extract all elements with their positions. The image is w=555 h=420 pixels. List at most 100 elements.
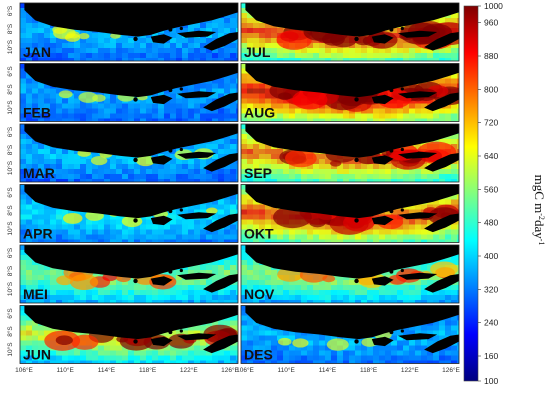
month-label: MEI — [23, 286, 48, 302]
java-land — [24, 63, 238, 98]
map-panel-sep: SEP — [240, 123, 460, 183]
small-island — [374, 145, 378, 149]
lat-tick-label: 6°S — [6, 308, 14, 319]
java-land — [24, 184, 238, 219]
month-label: MAR — [23, 165, 55, 181]
sumbawa-land — [150, 336, 173, 347]
colorbar-tick-label: 480 — [484, 218, 498, 228]
panel-frame — [240, 244, 460, 304]
small-island — [133, 157, 138, 163]
java-land — [245, 3, 459, 37]
colorbar-tick-label: 160 — [484, 351, 498, 361]
sumbawa-land — [371, 215, 394, 226]
timor-land — [424, 92, 459, 112]
small-island — [389, 27, 394, 32]
map-panel-apr: APR 6°S 8°S 10°S — [6, 184, 239, 243]
month-label: APR — [23, 226, 53, 242]
sumbawa-land — [150, 276, 173, 286]
panel-frame — [240, 123, 460, 183]
timor-land — [203, 92, 238, 112]
small-island — [179, 208, 183, 212]
small-island — [374, 85, 378, 89]
month-label: DES — [244, 347, 273, 363]
lat-tick-label: 10°S — [6, 100, 14, 115]
panel-frame — [240, 305, 460, 364]
small-island — [133, 339, 138, 344]
map-field — [20, 124, 238, 182]
sumbawa-land — [150, 94, 173, 105]
panel-frame — [19, 123, 239, 183]
small-island — [153, 266, 157, 270]
map-panel-nov: NOV — [240, 244, 460, 304]
sumbawa-land — [371, 336, 394, 347]
flores-land — [398, 91, 438, 99]
month-label: JAN — [23, 44, 51, 60]
lon-tick-label: 114°E — [98, 366, 116, 374]
timor-land — [203, 213, 238, 233]
lat-tick-label: 8°S — [6, 84, 14, 95]
small-island — [354, 339, 359, 344]
colorbar-tick-label: 240 — [484, 318, 498, 328]
java-land — [245, 305, 459, 340]
colorbar-tick-label: 560 — [484, 184, 498, 194]
timor-land — [424, 213, 459, 233]
lat-tick-label: 6°S — [6, 247, 14, 258]
small-island — [133, 36, 138, 42]
small-island — [153, 145, 157, 149]
month-label: JUN — [23, 347, 51, 363]
flores-land — [177, 30, 217, 38]
flores-land — [398, 333, 438, 341]
colorbar-tick-label: 1000 — [484, 1, 503, 11]
timor-land — [203, 153, 238, 172]
lat-tick-label: 6°S — [6, 126, 14, 137]
timor-land — [424, 153, 459, 172]
panel-frame — [240, 63, 460, 122]
small-island — [133, 278, 138, 284]
small-island — [179, 87, 183, 91]
map-panel-jun: JUN 6°S 8°S 10°S — [6, 305, 239, 364]
lat-tick-label: 10°S — [6, 160, 14, 175]
panel-frame — [240, 184, 460, 243]
map-panel-jul: JUL — [240, 2, 460, 62]
colorbar-tick-label: 960 — [484, 18, 498, 28]
small-island — [168, 148, 173, 153]
small-island — [374, 327, 378, 331]
lat-tick-label: 6°S — [6, 5, 14, 16]
small-island — [389, 330, 394, 335]
small-island — [133, 97, 138, 102]
timor-land — [203, 32, 238, 51]
colorbar-ticks: 1000 960 880 800 720 640 560 480 400 320 240 160 100 — [478, 1, 503, 386]
colorbar-gradient — [463, 5, 479, 382]
colorbar-tick-label: 880 — [484, 51, 498, 61]
small-island — [153, 24, 157, 28]
small-island — [153, 85, 157, 89]
lon-tick-label: 110°E — [278, 366, 296, 374]
lat-tick-label: 10°S — [6, 342, 14, 357]
map-panel-mar: MAR 6°S 8°S 10°S — [6, 123, 239, 183]
small-island — [389, 88, 394, 93]
small-island — [354, 36, 359, 42]
flores-land — [177, 151, 217, 159]
timor-land — [424, 32, 459, 51]
map-panels-grid: JAN6°S8°S10°SFEB6°S8°S10°SMAR6°S8°S10°SA… — [6, 2, 461, 374]
lat-tick-label: 6°S — [6, 66, 14, 77]
colorbar-unit-label: mgC m-2day-1 — [532, 175, 547, 246]
month-label: FEB — [23, 105, 51, 121]
colorbar-tick-label: 720 — [484, 118, 498, 128]
lon-tick-label: 110°E — [57, 366, 75, 374]
panel-frame — [19, 184, 239, 243]
flores-land — [398, 151, 438, 159]
map-field — [241, 184, 459, 243]
map-field — [20, 305, 238, 364]
map-panel-feb: FEB 6°S 8°S 10°S — [6, 63, 239, 122]
lon-tick-label: 122°E — [180, 366, 198, 374]
lat-tick-label: 8°S — [6, 326, 14, 337]
map-field — [241, 245, 459, 303]
colorbar: 1000960880800720640560480400320240160100… — [463, 1, 547, 386]
small-island — [153, 206, 157, 210]
lon-tick-label: 122°E — [401, 366, 419, 374]
lon-tick-label: 126°E — [221, 366, 239, 374]
lat-tick-label: 10°S — [6, 221, 14, 236]
map-panel-aug: AUG — [240, 63, 460, 122]
map-panel-jan: JAN 6°S 8°S 10°S — [6, 2, 239, 62]
